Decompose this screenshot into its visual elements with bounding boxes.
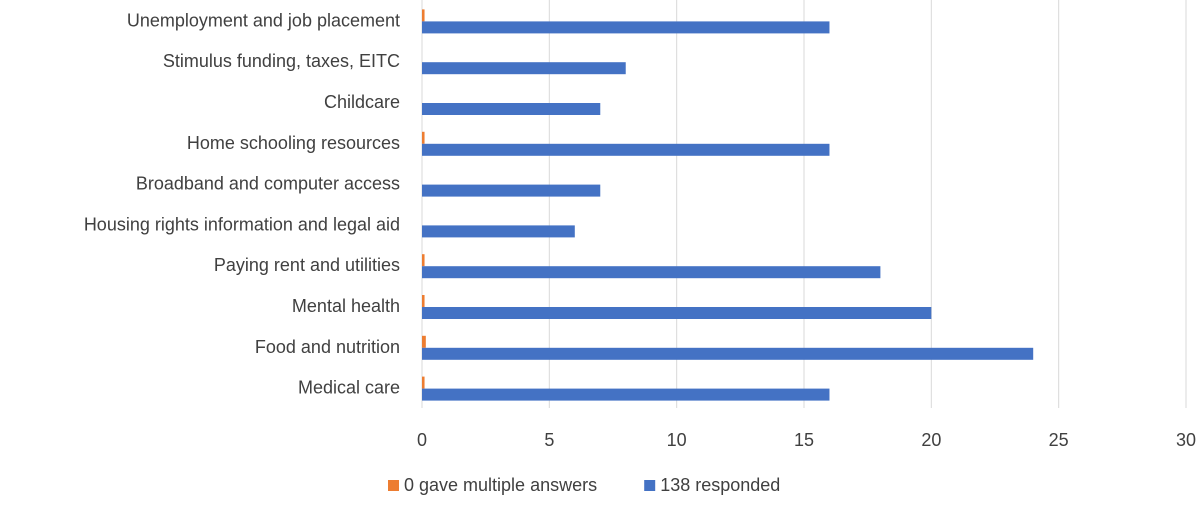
bar-responded: [422, 21, 830, 34]
bar-responded: [422, 143, 830, 156]
bar-responded: [422, 266, 881, 279]
category-label: Food and nutrition: [255, 337, 400, 357]
category-labels: Medical care Food and nutrition Mental hea…: [84, 10, 400, 397]
category-label: Mental health: [292, 296, 400, 316]
category-label: Broadband and computer access: [136, 174, 400, 194]
legend-label: 138 responded: [660, 475, 780, 495]
bar-responded: [422, 388, 830, 401]
bar-multiple-answers: [422, 131, 425, 144]
x-tick-label: 5: [544, 430, 554, 450]
gridlines: [548, 0, 1187, 408]
x-tick-label: 30: [1176, 430, 1196, 450]
legend: 0 gave multiple answers 138 responded: [388, 475, 780, 495]
bar-responded: [422, 347, 1034, 360]
category-label: Medical care: [298, 378, 400, 398]
bars: [422, 9, 1034, 401]
bar-multiple-answers: [422, 254, 425, 267]
x-tick-label: 10: [667, 430, 687, 450]
legend-swatch: [644, 480, 656, 491]
x-tick-label: 25: [1049, 430, 1069, 450]
x-tick-label: 0: [417, 430, 427, 450]
bar-multiple-answers: [422, 335, 426, 348]
bar-responded: [422, 225, 575, 238]
bar-multiple-answers: [422, 295, 425, 307]
x-tick-label: 15: [794, 430, 814, 450]
category-label: Paying rent and utilities: [214, 255, 400, 275]
category-label: Unemployment and job placement: [127, 10, 400, 30]
bar-responded: [422, 184, 601, 197]
bar-multiple-answers: [422, 376, 425, 389]
category-label: Childcare: [324, 92, 400, 112]
x-tick-label: 20: [921, 430, 941, 450]
bar-multiple-answers: [422, 9, 425, 22]
legend-label: 0 gave multiple answers: [404, 475, 597, 495]
category-label: Home schooling resources: [187, 133, 400, 153]
legend-swatch: [388, 480, 399, 491]
category-label: Housing rights information and legal aid: [84, 214, 400, 234]
bar-responded: [422, 307, 932, 319]
bar-responded: [422, 62, 626, 75]
x-axis-tick-labels: 0 5 10 15 20 25 30: [417, 430, 1196, 450]
bar-responded: [422, 103, 601, 115]
category-label: Stimulus funding, taxes, EITC: [163, 51, 400, 71]
